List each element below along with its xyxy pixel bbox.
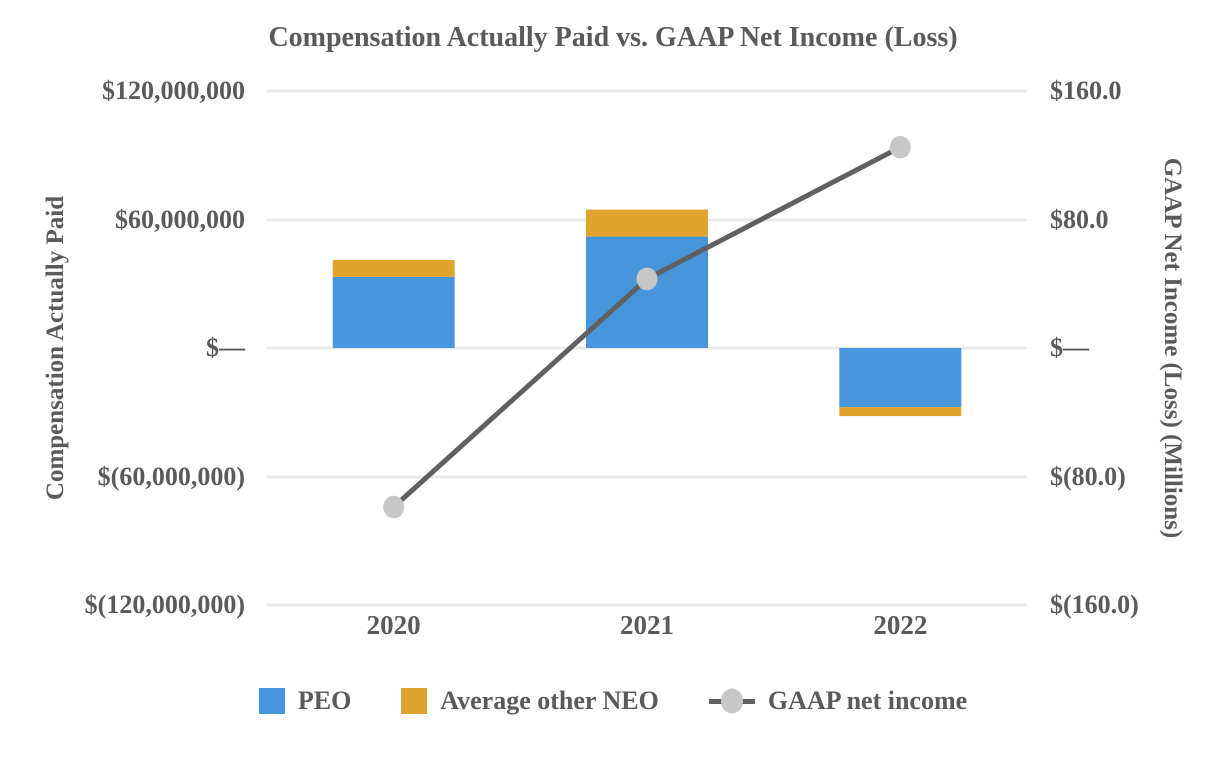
legend-label-gaap-net-income: GAAP net income bbox=[767, 686, 968, 715]
chart-title: Compensation Actually Paid vs. GAAP Net … bbox=[268, 22, 958, 53]
x-tick-label: 2021 bbox=[619, 610, 674, 640]
bar-peo-2021 bbox=[586, 236, 708, 348]
marker-gaap-net-income-2020 bbox=[383, 495, 405, 519]
gaap-dot-icon bbox=[720, 688, 743, 714]
marker-gaap-net-income-2021 bbox=[636, 267, 658, 291]
bar-peo-2020 bbox=[332, 276, 455, 348]
legend: PEO Average other NEO GAAP net income bbox=[0, 686, 1226, 716]
left-tick-label: $(60,000,000) bbox=[97, 461, 245, 491]
bar-average-other-neo-2020 bbox=[332, 260, 455, 277]
bar-average-other-neo-2021 bbox=[586, 209, 708, 237]
average-other-neo-swatch-icon bbox=[401, 688, 428, 714]
marker-gaap-net-income-2022 bbox=[889, 135, 911, 159]
gridline bbox=[267, 89, 1027, 93]
chart-plot-svg bbox=[332, 135, 962, 519]
right-tick-label: $(160.0) bbox=[1050, 590, 1139, 619]
gridline bbox=[267, 603, 1027, 607]
left-tick-label: $120,000,000 bbox=[102, 76, 245, 105]
bar-average-other-neo-2022 bbox=[839, 407, 962, 417]
legend-item-gaap-net-income: GAAP net income bbox=[708, 686, 968, 716]
right-tick-label: $(80.0) bbox=[1050, 461, 1126, 491]
right-axis-ticks: $160.0 $80.0 $— $(80.0) $(160.0) bbox=[1050, 76, 1226, 619]
left-tick-label: $(120,000,000) bbox=[84, 590, 245, 619]
x-axis-labels: 2020 2021 2022 bbox=[267, 610, 1027, 641]
x-tick-label: 2022 bbox=[873, 610, 928, 640]
left-axis-ticks: $120,000,000 $60,000,000 $— $(60,000,000… bbox=[0, 76, 245, 619]
left-tick-label: $— bbox=[206, 333, 245, 362]
x-tick-label: 2020 bbox=[366, 610, 421, 640]
peo-swatch-icon bbox=[258, 688, 285, 714]
gaap-line-marker-icon bbox=[708, 688, 755, 714]
right-tick-label: $80.0 bbox=[1050, 204, 1109, 234]
right-tick-label: $— bbox=[1050, 333, 1089, 362]
legend-item-average-other-neo: Average other NEO bbox=[401, 686, 659, 716]
right-tick-label: $160.0 bbox=[1050, 76, 1122, 105]
left-tick-label: $60,000,000 bbox=[115, 204, 245, 234]
legend-item-peo: PEO bbox=[258, 686, 352, 716]
bar-peo-2022 bbox=[839, 348, 962, 408]
legend-label-average-other-neo: Average other NEO bbox=[440, 686, 659, 715]
legend-label-peo: PEO bbox=[297, 686, 352, 715]
plot-area bbox=[267, 89, 1027, 607]
gridline bbox=[267, 475, 1027, 478]
